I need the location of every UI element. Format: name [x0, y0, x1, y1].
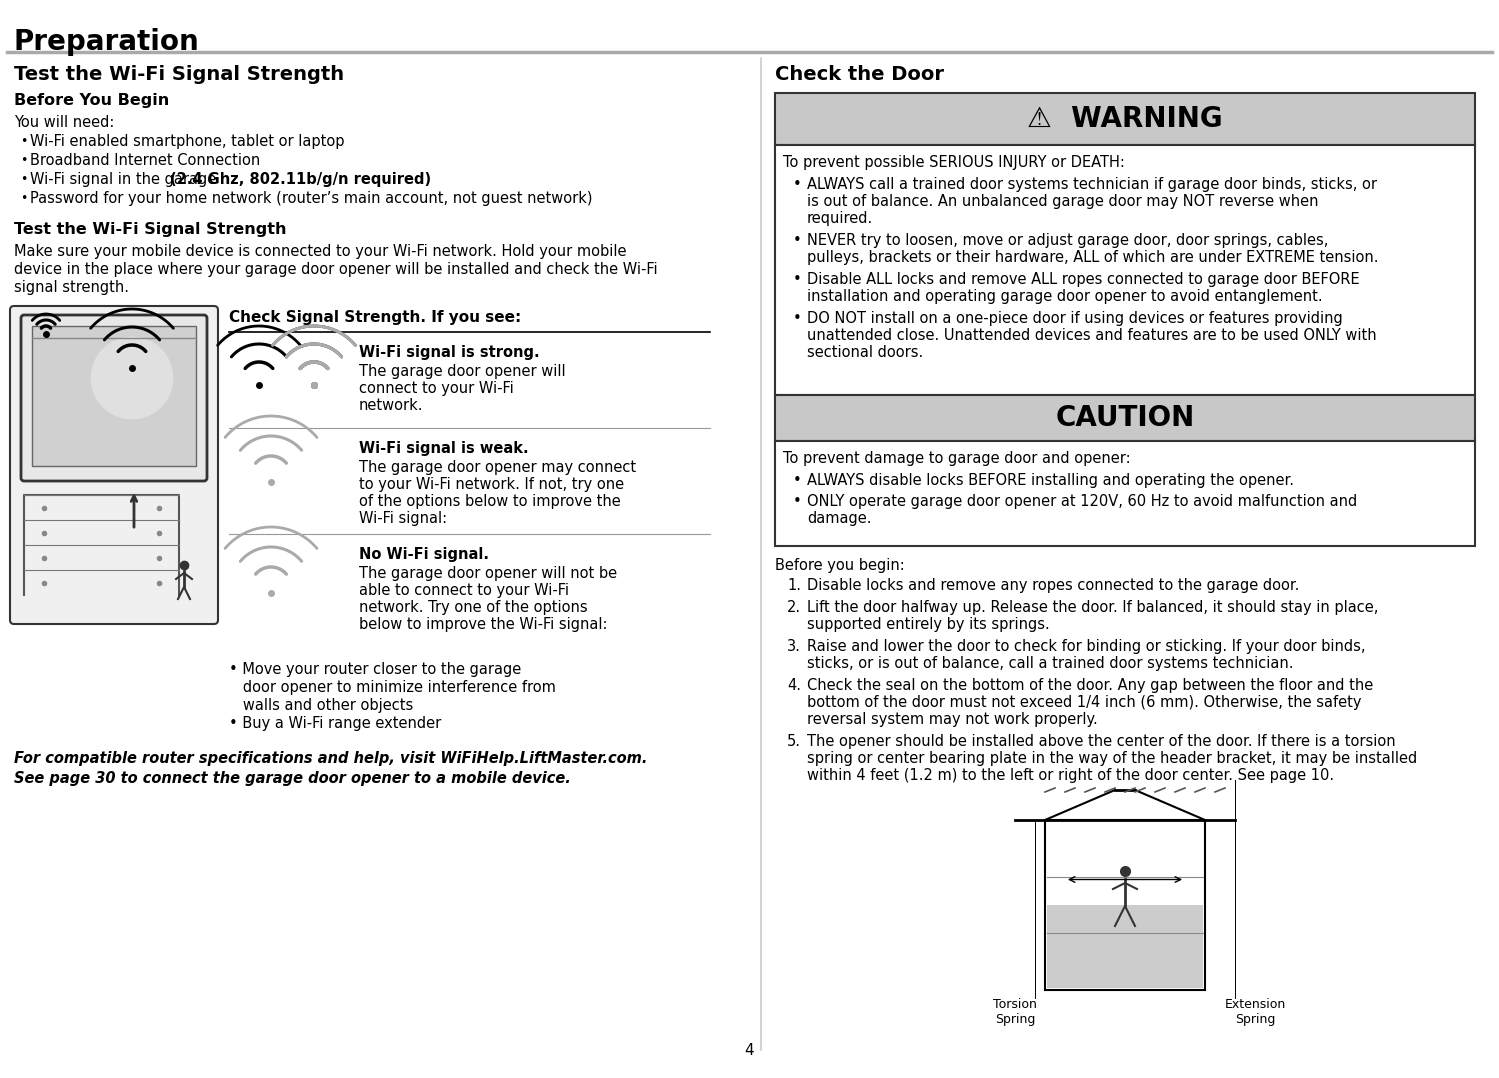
Text: Make sure your mobile device is connected to your Wi-Fi network. Hold your mobil: Make sure your mobile device is connecte… — [13, 244, 627, 259]
Text: To prevent damage to garage door and opener:: To prevent damage to garage door and ope… — [782, 451, 1130, 466]
Text: NEVER try to loosen, move or adjust garage door, door springs, cables,: NEVER try to loosen, move or adjust gara… — [806, 233, 1328, 248]
Text: •: • — [793, 177, 802, 192]
Bar — [775, 395, 1475, 441]
Text: •: • — [793, 272, 802, 287]
Text: Disable locks and remove any ropes connected to the garage door.: Disable locks and remove any ropes conne… — [806, 578, 1300, 593]
Bar — [31, 326, 196, 466]
Text: No Wi-Fi signal.: No Wi-Fi signal. — [358, 547, 489, 562]
Text: ALWAYS disable locks BEFORE installing and operating the opener.: ALWAYS disable locks BEFORE installing a… — [806, 473, 1294, 488]
Text: See page 30 to connect the garage door opener to a mobile device.: See page 30 to connect the garage door o… — [13, 771, 571, 786]
Text: signal strength.: signal strength. — [13, 280, 129, 295]
Text: device in the place where your garage door opener will be installed and check th: device in the place where your garage do… — [13, 262, 658, 277]
Text: Test the Wi-Fi Signal Strength: Test the Wi-Fi Signal Strength — [13, 65, 345, 84]
Text: Check the seal on the bottom of the door. Any gap between the floor and the: Check the seal on the bottom of the door… — [806, 678, 1373, 693]
Text: pulleys, brackets or their hardware, ALL of which are under EXTREME tension.: pulleys, brackets or their hardware, ALL… — [806, 250, 1379, 265]
Text: bottom of the door must not exceed 1/4 inch (6 mm). Otherwise, the safety: bottom of the door must not exceed 1/4 i… — [806, 695, 1361, 710]
Text: Wi-Fi enabled smartphone, tablet or laptop: Wi-Fi enabled smartphone, tablet or lapt… — [30, 134, 345, 149]
Text: Preparation: Preparation — [13, 28, 199, 56]
Text: (2.4 Ghz, 802.11b/g/n required): (2.4 Ghz, 802.11b/g/n required) — [169, 172, 432, 186]
FancyBboxPatch shape — [10, 306, 217, 624]
Text: • Move your router closer to the garage: • Move your router closer to the garage — [229, 662, 522, 677]
Text: reversal system may not work properly.: reversal system may not work properly. — [806, 711, 1097, 727]
Text: unattended close. Unattended devices and features are to be used ONLY with: unattended close. Unattended devices and… — [806, 328, 1376, 343]
Text: Before You Begin: Before You Begin — [13, 93, 169, 108]
Text: •: • — [19, 135, 27, 148]
Text: door opener to minimize interference from: door opener to minimize interference fro… — [229, 680, 556, 695]
Text: ⚠  WARNING: ⚠ WARNING — [1027, 105, 1223, 133]
Text: •: • — [793, 494, 802, 509]
Text: required.: required. — [806, 211, 874, 226]
Text: to your Wi-Fi network. If not, try one: to your Wi-Fi network. If not, try one — [358, 476, 624, 492]
Text: 2.: 2. — [787, 600, 800, 616]
Text: You will need:: You will need: — [13, 115, 114, 130]
Text: 5.: 5. — [787, 734, 800, 749]
Text: sticks, or is out of balance, call a trained door systems technician.: sticks, or is out of balance, call a tra… — [806, 657, 1294, 671]
Text: Test the Wi-Fi Signal Strength: Test the Wi-Fi Signal Strength — [13, 222, 286, 237]
Text: •: • — [19, 172, 27, 186]
Text: is out of balance. An unbalanced garage door may NOT reverse when: is out of balance. An unbalanced garage … — [806, 194, 1319, 209]
Text: CAUTION: CAUTION — [1055, 404, 1195, 432]
Text: • Buy a Wi-Fi range extender: • Buy a Wi-Fi range extender — [229, 716, 441, 731]
Text: Lift the door halfway up. Release the door. If balanced, it should stay in place: Lift the door halfway up. Release the do… — [806, 600, 1379, 616]
Circle shape — [91, 338, 172, 418]
Text: The opener should be installed above the center of the door. If there is a torsi: The opener should be installed above the… — [806, 734, 1396, 749]
Text: Extension
Spring: Extension Spring — [1225, 998, 1286, 1026]
Text: ALWAYS call a trained door systems technician if garage door binds, sticks, or: ALWAYS call a trained door systems techn… — [806, 177, 1378, 192]
Text: Check Signal Strength. If you see:: Check Signal Strength. If you see: — [229, 310, 522, 324]
Text: •: • — [19, 192, 27, 205]
Text: below to improve the Wi-Fi signal:: below to improve the Wi-Fi signal: — [358, 617, 607, 632]
Text: •: • — [793, 473, 802, 488]
Text: 1.: 1. — [787, 578, 800, 593]
Text: Wi-Fi signal is strong.: Wi-Fi signal is strong. — [358, 345, 540, 360]
Text: Check the Door: Check the Door — [775, 65, 944, 84]
Text: Wi-Fi signal in the garage: Wi-Fi signal in the garage — [30, 172, 220, 186]
Text: spring or center bearing plate in the way of the header bracket, it may be insta: spring or center bearing plate in the wa… — [806, 751, 1417, 766]
Text: 4.: 4. — [787, 678, 800, 693]
Text: The garage door opener will not be: The garage door opener will not be — [358, 566, 618, 581]
Text: within 4 feet (1.2 m) to the left or right of the door center. See page 10.: within 4 feet (1.2 m) to the left or rig… — [806, 768, 1334, 783]
Bar — [775, 93, 1475, 146]
Text: network.: network. — [358, 398, 424, 413]
Text: •: • — [793, 233, 802, 248]
Text: network. Try one of the options: network. Try one of the options — [358, 600, 588, 616]
Text: of the options below to improve the: of the options below to improve the — [358, 494, 621, 509]
Text: damage.: damage. — [806, 511, 871, 526]
FancyBboxPatch shape — [21, 315, 207, 481]
Text: walls and other objects: walls and other objects — [229, 697, 414, 713]
Text: To prevent possible SERIOUS INJURY or DEATH:: To prevent possible SERIOUS INJURY or DE… — [782, 155, 1124, 170]
Text: able to connect to your Wi-Fi: able to connect to your Wi-Fi — [358, 583, 570, 598]
Text: For compatible router specifications and help, visit WiFiHelp.LiftMaster.com.: For compatible router specifications and… — [13, 751, 648, 766]
Text: Torsion
Spring: Torsion Spring — [992, 998, 1037, 1026]
Text: The garage door opener may connect: The garage door opener may connect — [358, 460, 636, 475]
Text: Before you begin:: Before you begin: — [775, 558, 905, 573]
Text: sectional doors.: sectional doors. — [806, 345, 923, 360]
Text: Disable ALL locks and remove ALL ropes connected to garage door BEFORE: Disable ALL locks and remove ALL ropes c… — [806, 272, 1360, 287]
Bar — [1046, 906, 1204, 989]
Text: •: • — [19, 154, 27, 167]
Text: 4: 4 — [745, 1044, 754, 1058]
Text: •: • — [793, 310, 802, 326]
Bar — [775, 146, 1475, 395]
Text: Wi-Fi signal is weak.: Wi-Fi signal is weak. — [358, 441, 529, 456]
Text: supported entirely by its springs.: supported entirely by its springs. — [806, 617, 1049, 632]
Text: ONLY operate garage door opener at 120V, 60 Hz to avoid malfunction and: ONLY operate garage door opener at 120V,… — [806, 494, 1357, 509]
Text: The garage door opener will: The garage door opener will — [358, 364, 565, 379]
Text: Wi-Fi signal:: Wi-Fi signal: — [358, 511, 447, 526]
Text: 3.: 3. — [787, 639, 800, 654]
Text: Broadband Internet Connection: Broadband Internet Connection — [30, 153, 261, 168]
Text: installation and operating garage door opener to avoid entanglement.: installation and operating garage door o… — [806, 289, 1322, 304]
Text: Raise and lower the door to check for binding or sticking. If your door binds,: Raise and lower the door to check for bi… — [806, 639, 1366, 654]
Text: connect to your Wi-Fi: connect to your Wi-Fi — [358, 381, 514, 396]
Text: DO NOT install on a one-piece door if using devices or features providing: DO NOT install on a one-piece door if us… — [806, 310, 1343, 326]
Bar — [775, 441, 1475, 545]
Text: Password for your home network (router’s main account, not guest network): Password for your home network (router’s… — [30, 191, 592, 206]
